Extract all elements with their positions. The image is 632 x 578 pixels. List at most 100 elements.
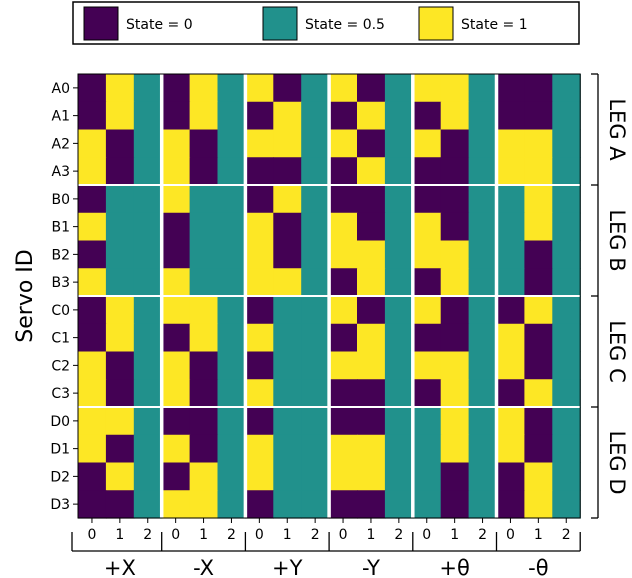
y-tick-label: D1 [50,442,70,458]
heatmap-cell [440,101,470,131]
heatmap-cell [384,462,414,491]
y-tick-label: C3 [51,386,70,402]
heatmap-cell [329,157,358,186]
heatmap-cell [384,240,414,269]
x-tick-label: 2 [478,527,487,543]
heatmap-cell [357,351,386,380]
heatmap-cell [301,185,330,214]
heatmap-cell [524,407,553,436]
heatmap-cell [217,101,246,131]
heatmap-cell [245,296,274,325]
heatmap-cell [524,296,553,325]
heatmap-cell [496,185,525,214]
heatmap-cell [440,212,470,242]
x-tick-label: 2 [311,527,320,543]
heatmap-cell [217,212,246,242]
heatmap-cell [357,129,386,158]
y-tick-label: C0 [51,303,70,319]
heatmap-cell [78,74,107,103]
heatmap-cell [105,351,135,380]
heatmap-cell [357,268,386,297]
heatmap-cell [161,74,191,103]
heatmap-cell [440,268,470,297]
heatmap-cell [78,323,107,353]
group-label: -Y [362,556,380,578]
heatmap-cell [301,129,330,158]
x-tick-label: 1 [366,527,375,543]
group-label: -X [193,556,214,578]
heatmap-cell [245,157,274,186]
heatmap-cell [161,268,191,297]
heatmap-cell [189,407,219,436]
heatmap-cell [217,407,246,436]
heatmap-cell [412,490,442,519]
group-label: +Y [272,556,303,578]
heatmap-cell [412,434,442,464]
legend-swatch-1 [262,6,298,41]
heatmap-cell [468,379,498,408]
heatmap-cell [468,323,498,353]
heatmap-cell [105,296,135,325]
heatmap-cell [105,407,135,436]
heatmap-cell [78,268,107,297]
group-label: +θ [439,556,469,578]
heatmap-cell [524,129,553,158]
heatmap-cell [357,157,386,186]
heatmap-cell [133,185,163,214]
heatmap-cell [273,129,302,158]
heatmap-cell [412,74,442,103]
heatmap-cell [524,212,553,242]
heatmap-cell [133,351,163,380]
heatmap-cell [245,101,274,131]
heatmap-cell [440,407,470,436]
heatmap-cell [78,490,107,519]
heatmap-cell [329,379,358,408]
heatmap-cell [329,462,358,491]
y-tick-label: A2 [52,136,70,152]
heatmap-cell [329,74,358,103]
leg-label: LEG C [605,320,629,383]
heatmap-cell [133,407,163,436]
heatmap-cell [301,212,330,242]
heatmap-cell [133,434,163,464]
y-tick-label: B1 [51,220,70,236]
heatmap-cell [468,490,498,519]
y-tick-label: B3 [51,275,70,291]
heatmap-cell [189,101,219,131]
y-tick-label: D0 [50,414,70,430]
heatmap-cell [496,462,525,491]
heatmap-cell [524,185,553,214]
heatmap-cell [161,212,191,242]
heatmap-cell [301,351,330,380]
heatmap-cell [329,129,358,158]
heatmap-cell [357,185,386,214]
heatmap-cell [161,185,191,214]
heatmap-cell [440,185,470,214]
heatmap-cell [301,157,330,186]
heatmap-cell [412,240,442,269]
heatmap-cell [189,323,219,353]
heatmap-cell [105,101,135,131]
x-tick-label: 1 [199,527,208,543]
heatmap-cell [552,185,581,214]
heatmap-cell [161,296,191,325]
heatmap-cell [496,240,525,269]
x-tick-label: 0 [422,527,431,543]
heatmap-cell [468,74,498,103]
heatmap-cell [189,129,219,158]
heatmap-cell [273,490,302,519]
heatmap-cell [524,157,553,186]
heatmap-cell [245,185,274,214]
heatmap-cell [189,351,219,380]
heatmap-cell [552,490,581,519]
heatmap-cell [78,434,107,464]
heatmap-cell [245,129,274,158]
heatmap-cell [384,74,414,103]
heatmap-cell [133,129,163,158]
x-tick-label: 1 [115,527,124,543]
heatmap-cell [496,157,525,186]
heatmap-cell [440,240,470,269]
heatmap-cell [133,462,163,491]
heatmap-cell [384,490,414,519]
x-tick-label: 0 [171,527,180,543]
